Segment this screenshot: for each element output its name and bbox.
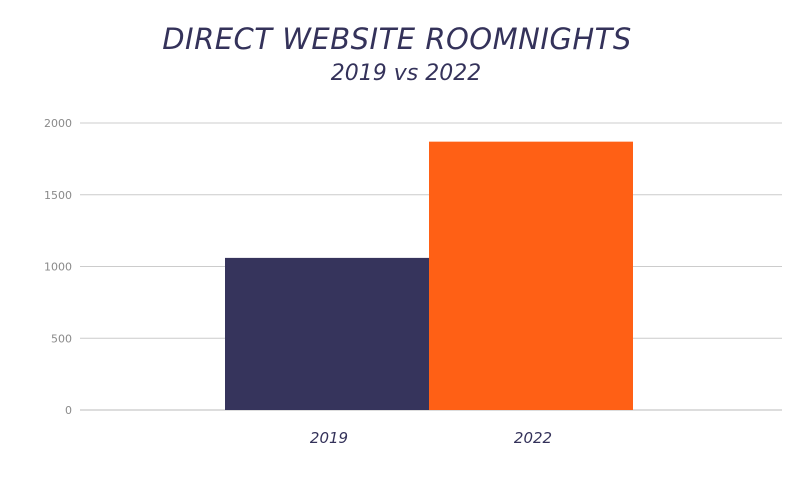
bars	[225, 141, 633, 410]
y-tick-label: 0	[65, 404, 72, 417]
y-tick-label: 1500	[44, 189, 72, 202]
x-category-label: 2019	[310, 429, 348, 447]
y-tick-label: 1000	[44, 261, 72, 274]
x-category-label: 2022	[514, 429, 552, 447]
y-tick-label: 2000	[44, 117, 72, 130]
chart-title: DIRECT WEBSITE ROOMNIGHTS	[162, 22, 632, 56]
y-axis-ticks: 0 500 1000 1500 2000	[44, 117, 72, 417]
x-axis-labels: 2019 2022	[310, 429, 552, 447]
chart-subtitle: 2019 vs 2022	[330, 61, 482, 86]
bar-2022	[429, 141, 633, 410]
y-tick-label: 500	[51, 332, 72, 345]
bar-2019	[225, 257, 429, 410]
